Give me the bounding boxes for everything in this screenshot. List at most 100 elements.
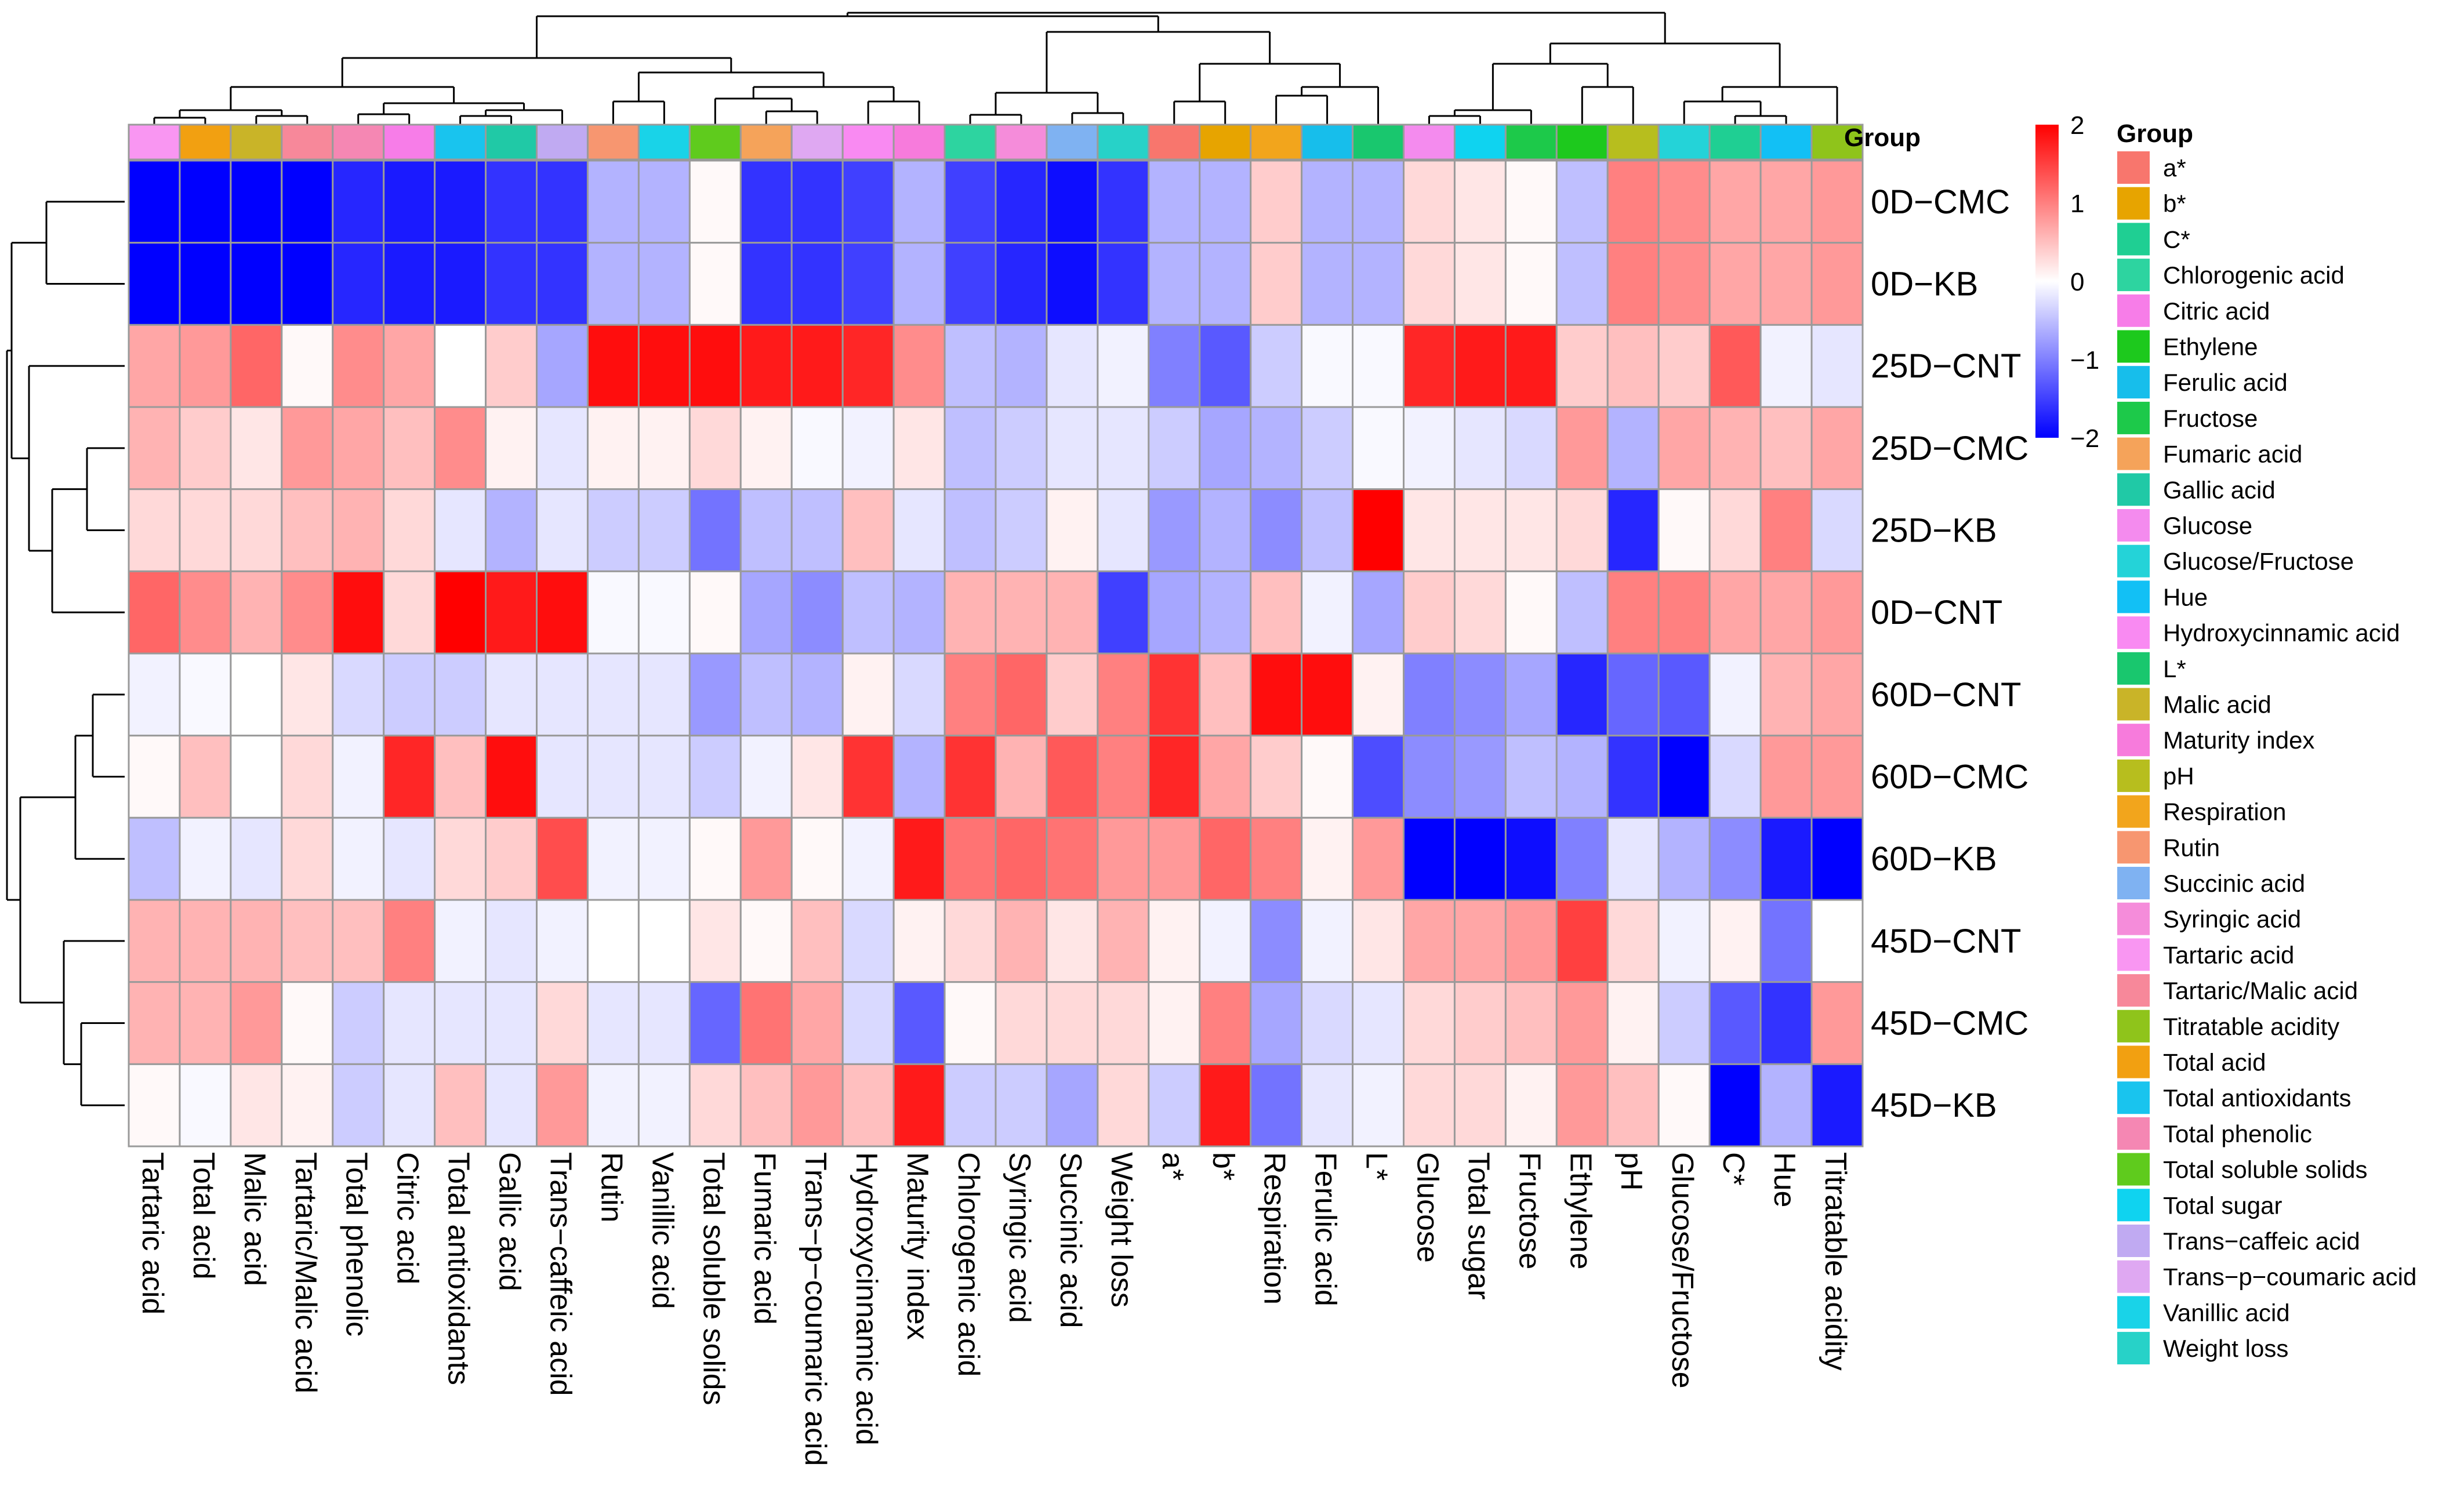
column-label: Rutin [594,1152,628,1222]
heatmap-cell [179,488,232,572]
column-label: Glucose/Fructose [1665,1152,1699,1389]
heatmap-cell [1453,1063,1507,1147]
heatmap-cell [1250,1063,1303,1147]
heatmap-cell [1046,899,1099,983]
heatmap-cell [637,735,691,819]
heatmap-cell [1606,735,1660,819]
heatmap-cell [943,652,997,737]
legend-label: Ferulic acid [2163,369,2288,396]
heatmap-cell [892,899,946,983]
heatmap-cell [943,242,997,326]
heatmap-cell [230,570,283,655]
legend-label: Titratable acidity [2163,1013,2339,1040]
heatmap-cell [1504,488,1558,572]
heatmap-cell [1250,159,1303,244]
heatmap-cell [536,735,589,819]
legend-swatch [2116,722,2151,758]
heatmap-cell [790,406,844,491]
heatmap-cell [995,159,1048,244]
column-label: Total phenolic [340,1152,373,1336]
legend-label: Gallic acid [2163,476,2276,503]
row-label: 45D−CNT [1871,922,2021,960]
heatmap-cell [586,981,640,1065]
annotation-cell [179,124,232,161]
column-label: Syringic acid [1003,1152,1036,1323]
heatmap-cell [1046,159,1099,244]
heatmap-cell [1708,406,1762,491]
column-label: Titratable acidity [1819,1152,1852,1371]
annotation-cell [1199,124,1252,161]
heatmap-cell [1352,981,1405,1065]
heatmap-cell [841,488,895,572]
heatmap-cell [1097,406,1150,491]
heatmap-cell [383,1063,436,1147]
heatmap-cell [1708,735,1762,819]
heatmap-cell [1148,570,1201,655]
heatmap-cell [536,570,589,655]
heatmap-cell [1199,488,1252,572]
annotation-cell [332,124,385,161]
heatmap-cell [1250,899,1303,983]
column-label: Total soluble solids [696,1152,730,1405]
heatmap-cell [1453,735,1507,819]
heatmap-cell [128,816,181,901]
heatmap-cell [688,899,742,983]
heatmap-cell [1453,570,1507,655]
heatmap-cell [1555,324,1609,408]
heatmap-cell [179,324,232,408]
heatmap-cell [1046,1063,1099,1147]
column-label: a* [1156,1152,1189,1181]
heatmap-cell [1759,406,1813,491]
heatmap-cell [1708,1063,1762,1147]
legend-label: Maturity index [2163,727,2314,754]
heatmap-cell [739,159,793,244]
heatmap-cell [230,981,283,1065]
heatmap-cell [536,816,589,901]
heatmap-cell [281,488,334,572]
heatmap-cell [1403,570,1456,655]
annotation-cell [1148,124,1201,161]
heatmap-cell [1453,406,1507,491]
legend-swatch [2116,1080,2151,1116]
heatmap-cell [1097,1063,1150,1147]
heatmap-cell [383,899,436,983]
heatmap-cell [892,570,946,655]
heatmap-cell [230,735,283,819]
heatmap-cell [1708,981,1762,1065]
heatmap-cell [1657,735,1711,819]
column-label: Total sugar [1461,1152,1495,1299]
annotation-cell [739,124,793,161]
heatmap-cell [1097,981,1150,1065]
legend-label: Fumaric acid [2163,441,2302,468]
heatmap-cell [1759,242,1813,326]
heatmap-cell [1504,981,1558,1065]
heatmap-cell [586,816,640,901]
legend-swatch [2116,687,2151,722]
annotation-cell [790,124,844,161]
heatmap-cell [995,570,1048,655]
heatmap-cell [1555,981,1609,1065]
heatmap-cell [536,406,589,491]
heatmap-cell [281,1063,334,1147]
heatmap-cell [892,159,946,244]
heatmap-cell [383,816,436,901]
heatmap-cell [739,570,793,655]
heatmap-cell [434,735,487,819]
heatmap-cell [485,1063,538,1147]
heatmap-cell [1046,324,1099,408]
heatmap-cell [841,242,895,326]
heatmap-cell [332,242,385,326]
heatmap-cell [943,1063,997,1147]
heatmap-cell [1606,570,1660,655]
legend-swatch [2116,973,2151,1008]
heatmap-cell [383,406,436,491]
heatmap-cell [892,242,946,326]
heatmap-cell [688,981,742,1065]
annotation-cell [1403,124,1456,161]
heatmap-cell [1403,981,1456,1065]
heatmap-cell [1555,488,1609,572]
heatmap-cell [892,324,946,408]
legend-label: Weight loss [2163,1335,2288,1362]
heatmap-cell [1453,324,1507,408]
heatmap-cell [688,1063,742,1147]
